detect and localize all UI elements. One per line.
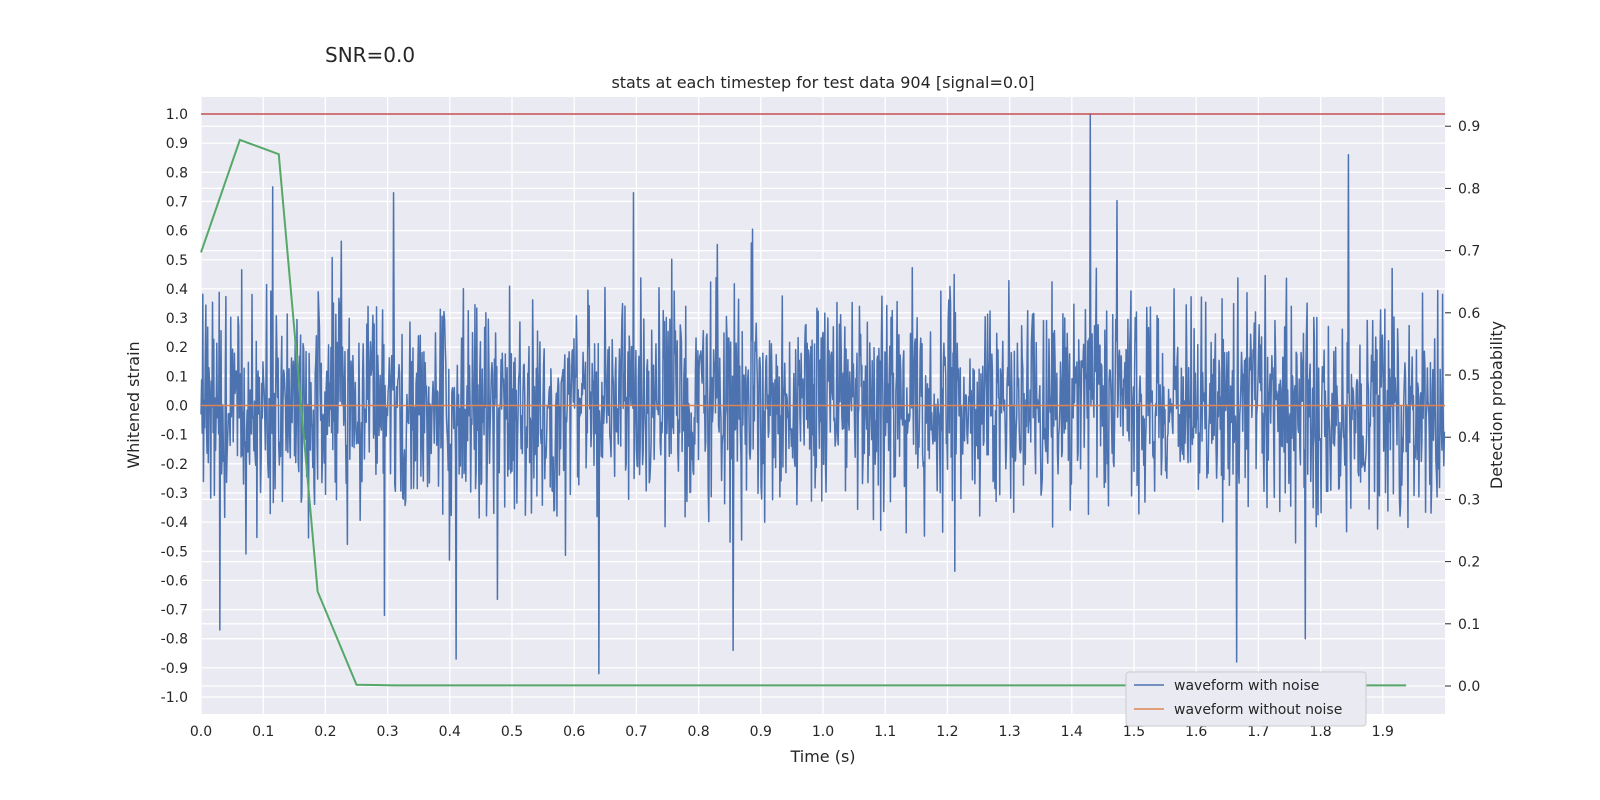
series-waveform-with-noise [200, 113, 1446, 675]
figure-suptitle: SNR=0.0 [325, 43, 415, 67]
y-tick-label: 0.8 [166, 165, 188, 181]
x-axis-label: Time (s) [789, 747, 855, 766]
x-tick-label: 1.8 [1309, 724, 1331, 740]
y-tick-label: -0.4 [161, 515, 188, 531]
y2-tick-label: 0.7 [1458, 244, 1480, 260]
x-tick-label: 1.1 [874, 724, 896, 740]
y-tick-label: -0.6 [161, 573, 188, 589]
y2-tick-label: 0.1 [1458, 617, 1480, 633]
x-tick-label: 0.4 [439, 724, 461, 740]
legend-box [1125, 671, 1367, 727]
x-tick-label: 1.9 [1372, 724, 1394, 740]
y2-tick-labels: 0.9 0.8 0.7 0.6 0.5 0.4 0.3 0.2 0.1 0.0 [1445, 119, 1480, 695]
y2-tick-label: 0.3 [1458, 492, 1480, 508]
y-tick-label: 0.1 [166, 369, 188, 385]
legend-noise-label: waveform with noise [1174, 678, 1319, 694]
y-tick-label: -0.2 [161, 457, 188, 473]
x-tick-label: 1.7 [1247, 724, 1269, 740]
x-tick-label: 0.0 [190, 724, 212, 740]
y-tick-label: -0.9 [161, 661, 188, 677]
y-tick-label: -0.7 [161, 603, 188, 619]
x-tick-label: 1.4 [1061, 724, 1083, 740]
x-tick-label: 0.2 [314, 724, 336, 740]
y2-tick-label: 0.8 [1458, 181, 1480, 197]
y-tick-label: 0.4 [166, 282, 188, 298]
x-tick-labels: 0.0 0.1 0.2 0.3 0.4 0.5 0.6 0.7 0.8 0.9 1.0 1.1 1.2 1… [190, 724, 1394, 740]
y-tick-label: 0.0 [166, 399, 188, 415]
chart-title: stats at each timestep for test data 904… [611, 73, 1034, 92]
x-tick-label: 1.0 [812, 724, 834, 740]
x-tick-label: 1.3 [998, 724, 1020, 740]
y2-tick-label: 0.9 [1458, 119, 1480, 135]
x-tick-label: 0.6 [563, 724, 585, 740]
y-tick-label: -0.1 [161, 428, 188, 444]
y-tick-label: 0.6 [166, 224, 188, 240]
noise-waveform-line [200, 113, 1446, 675]
x-tick-label: 0.3 [376, 724, 398, 740]
x-tick-label: 1.2 [936, 724, 958, 740]
legend-clean-label: waveform without noise [1174, 702, 1342, 718]
legend: waveform with noise waveform without noi… [1125, 671, 1367, 727]
y-tick-label: -0.8 [161, 632, 188, 648]
x-tick-label: 0.9 [750, 724, 772, 740]
y2-axis-label: Detection probability [1487, 321, 1506, 489]
x-tick-label: 0.5 [501, 724, 523, 740]
y-tick-label: 0.7 [166, 194, 188, 210]
y2-tick-label: 0.6 [1458, 306, 1480, 322]
y2-tick-label: 0.0 [1458, 679, 1480, 695]
y-tick-label: -0.3 [161, 486, 188, 502]
y-tick-label: -1.0 [161, 690, 188, 706]
y-axis-label: Whitened strain [124, 341, 143, 468]
y-tick-labels: 1.0 0.9 0.8 0.7 0.6 0.5 0.4 0.3 0.2 0.1 0.0 -0.1 -0.… [161, 107, 188, 706]
x-tick-label: 0.7 [625, 724, 647, 740]
x-tick-label: 1.5 [1123, 724, 1145, 740]
y-tick-label: 0.3 [166, 311, 188, 327]
series-detection-probability [200, 138, 1407, 687]
y-tick-label: 0.9 [166, 136, 188, 152]
probability-line [200, 138, 1407, 687]
y-tick-label: 0.5 [166, 253, 188, 269]
y-tick-label: 1.0 [166, 107, 188, 123]
y2-tick-label: 0.4 [1458, 430, 1480, 446]
y-tick-label: 0.2 [166, 340, 188, 356]
x-tick-label: 0.8 [687, 724, 709, 740]
y-tick-label: -0.5 [161, 544, 188, 560]
x-tick-label: 1.6 [1185, 724, 1207, 740]
x-tick-label: 0.1 [252, 724, 274, 740]
y2-tick-label: 0.2 [1458, 555, 1480, 571]
y2-tick-label: 0.5 [1458, 368, 1480, 384]
